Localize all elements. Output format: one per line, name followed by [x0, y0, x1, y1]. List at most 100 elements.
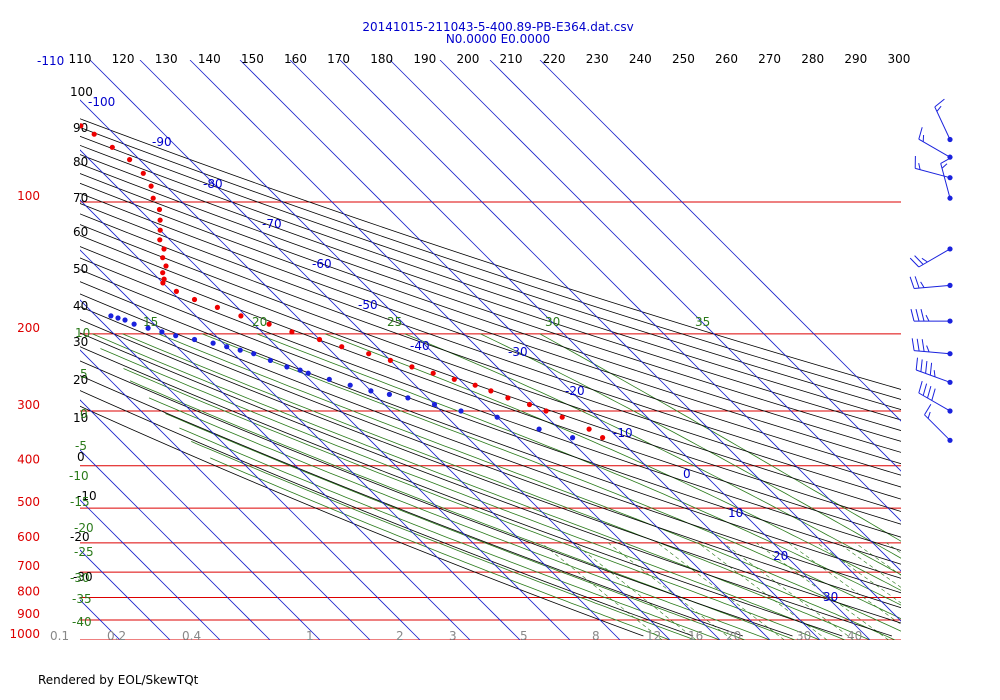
- wind-barb-staff: [918, 138, 951, 158]
- mixing-ratio-line: [886, 542, 901, 554]
- wind-barb-staff: [918, 248, 951, 268]
- dry-adiabat-line: [80, 182, 901, 465]
- wind-barb-feather: [934, 98, 945, 108]
- moist-adiabat-label: -35: [72, 592, 92, 606]
- dry-adiabat-line: [80, 390, 694, 637]
- wind-barb: [940, 156, 953, 201]
- dry-adiabat-label: 40: [73, 299, 88, 313]
- temperature-point: [586, 426, 592, 432]
- moist-adiabat-line: [129, 380, 796, 640]
- mixing-ratio-label: 40: [847, 629, 862, 643]
- temperature-point: [289, 329, 295, 335]
- dry-adiabat-label: -30: [73, 570, 93, 584]
- dewpoint-point: [131, 321, 137, 327]
- isotherm-line: [0, 60, 20, 640]
- dewpoint-point: [570, 435, 576, 441]
- dry-adiabat-line: [80, 306, 901, 609]
- temperature-point: [238, 313, 244, 319]
- moist-adiabat-line: [165, 413, 746, 640]
- wind-barb-feather: [918, 380, 923, 394]
- isotherm-label: -90: [152, 135, 172, 149]
- wind-barb-staff: [934, 106, 951, 140]
- wind-barb-feather: [922, 383, 928, 396]
- top-axis-tick-label: 220: [543, 52, 566, 66]
- isotherm-line: [439, 60, 901, 522]
- chart-subtitle: N0.0000 E0.0000: [446, 32, 550, 46]
- temperature-point: [148, 183, 154, 189]
- dewpoint-point: [305, 370, 311, 376]
- dry-adiabat-line: [80, 293, 901, 594]
- isotherm-line: [80, 149, 571, 640]
- top-axis-tick-label: 170: [327, 52, 350, 66]
- top-axis-tick-label: 130: [155, 52, 178, 66]
- chart-title: 20141015-211043-5-400.89-PB-E364.dat.csv: [362, 20, 633, 34]
- temperature-point: [488, 388, 494, 394]
- temperature-point: [157, 217, 163, 223]
- top-axis-tick-label: 300: [887, 52, 910, 66]
- dewpoint-point: [145, 325, 151, 331]
- wind-barb-feather: [918, 127, 923, 140]
- moist-adiabat-label: 10: [75, 326, 90, 340]
- pressure-tick-label: 900: [17, 607, 40, 621]
- wind-barb-feather: [911, 338, 915, 351]
- wind-barb-staff: [916, 369, 951, 383]
- dry-adiabat-label: 50: [73, 262, 88, 276]
- mixing-ratio-line: [909, 543, 1000, 640]
- isotherm-lines: [0, 60, 901, 640]
- wind-barb-feather: [925, 361, 928, 374]
- isotherm-line: [80, 599, 121, 640]
- moist-adiabat-line: [324, 333, 901, 591]
- dewpoint-point: [431, 401, 438, 408]
- pressure-tick-label: 400: [17, 453, 40, 467]
- wind-barb-feather: [924, 403, 932, 416]
- temperature-point: [157, 227, 163, 233]
- wind-barb-feather: [920, 308, 925, 322]
- isotherm-line: [239, 60, 821, 640]
- moist-adiabat-label: 25: [387, 315, 402, 329]
- wind-barb-staff: [924, 414, 951, 441]
- mixing-ratio-label: 20: [726, 629, 741, 643]
- dry-adiabat-line: [80, 173, 901, 453]
- moist-adiabat-line: [404, 333, 901, 576]
- temperature-point: [140, 170, 146, 176]
- dewpoint-point: [237, 347, 243, 353]
- temperature-point: [505, 395, 511, 401]
- dry-adiabat-label: 10: [73, 411, 88, 425]
- isotherm-line: [80, 499, 221, 640]
- isotherm-label: -100: [88, 95, 115, 109]
- wind-barb-staff: [918, 392, 951, 412]
- dry-adiabat-line: [80, 281, 901, 579]
- moist-adiabat-line: [122, 333, 896, 640]
- dewpoint-point: [297, 367, 303, 373]
- temperature-point: [161, 246, 167, 252]
- moist-adiabat-line: [191, 441, 696, 640]
- wind-barb: [911, 338, 953, 357]
- wind-barb-feather: [918, 162, 921, 170]
- temperature-point: [387, 357, 393, 363]
- mixing-ratio-label: 12: [646, 629, 661, 643]
- dry-adiabat-line: [80, 405, 644, 637]
- dry-adiabat-line: [80, 346, 843, 637]
- wind-barb-feather: [925, 314, 930, 322]
- pressure-tick-label: 1000: [9, 627, 40, 641]
- moist-adiabat-label: 0: [80, 407, 88, 421]
- dry-adiabat-line: [80, 154, 901, 431]
- dry-adiabat-line: [80, 246, 901, 538]
- dry-adiabat-line: [80, 135, 901, 411]
- top-axis-tick-label: 260: [715, 52, 738, 66]
- wind-barb-feather: [915, 357, 918, 371]
- top-axis-tick-label: 230: [586, 52, 609, 66]
- moist-adiabat-line: [148, 397, 771, 640]
- isotherm-line: [80, 99, 621, 640]
- wind-barb-feather: [915, 308, 920, 322]
- mixing-ratio-lines: [541, 542, 1000, 640]
- temperature-point: [339, 344, 345, 350]
- wind-barb: [934, 98, 953, 143]
- mixing-ratio-label: 16: [688, 629, 703, 643]
- wind-barb-staff: [940, 163, 951, 199]
- top-axis-tick-label: 250: [672, 52, 695, 66]
- moist-adiabat-line: [480, 333, 901, 559]
- wind-barb-feather: [927, 385, 932, 399]
- moist-adiabat-label: -15: [70, 495, 90, 509]
- pressure-tick-label: 200: [17, 321, 40, 335]
